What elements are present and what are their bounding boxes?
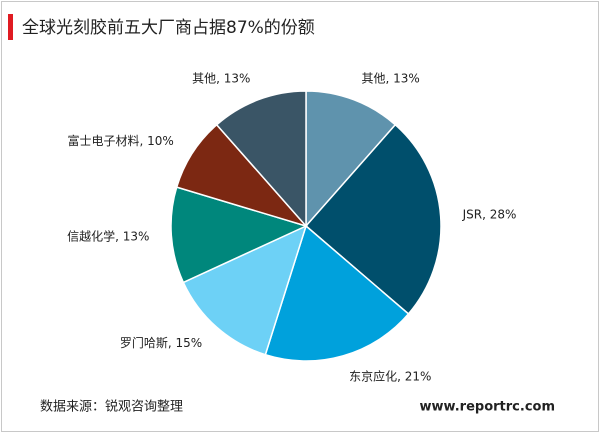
data-label: 其他, 13% (192, 72, 250, 86)
pie-slice (170, 186, 309, 284)
data-label: 富士电子材料, 10% (68, 133, 174, 148)
pie-slice (304, 123, 442, 315)
data-label: 其他, 13% (362, 72, 420, 86)
pie-slice (182, 224, 308, 356)
data-label: 东京应化, 21% (349, 368, 431, 383)
pie-slice (305, 90, 397, 228)
data-label: 信越化学, 13% (67, 228, 149, 243)
title-marker (8, 14, 13, 40)
pie-slice (215, 90, 307, 228)
chart-title: 全球光刻胶前五大厂商占据87%的份额 (22, 18, 315, 38)
website: www.reportrc.com (420, 400, 555, 415)
data-label: JSR, 28% (462, 208, 517, 222)
pie-slice (264, 224, 410, 362)
source-note: 数据来源：锐观咨询整理 (40, 400, 183, 415)
data-label: 罗门哈斯, 15% (120, 335, 202, 350)
